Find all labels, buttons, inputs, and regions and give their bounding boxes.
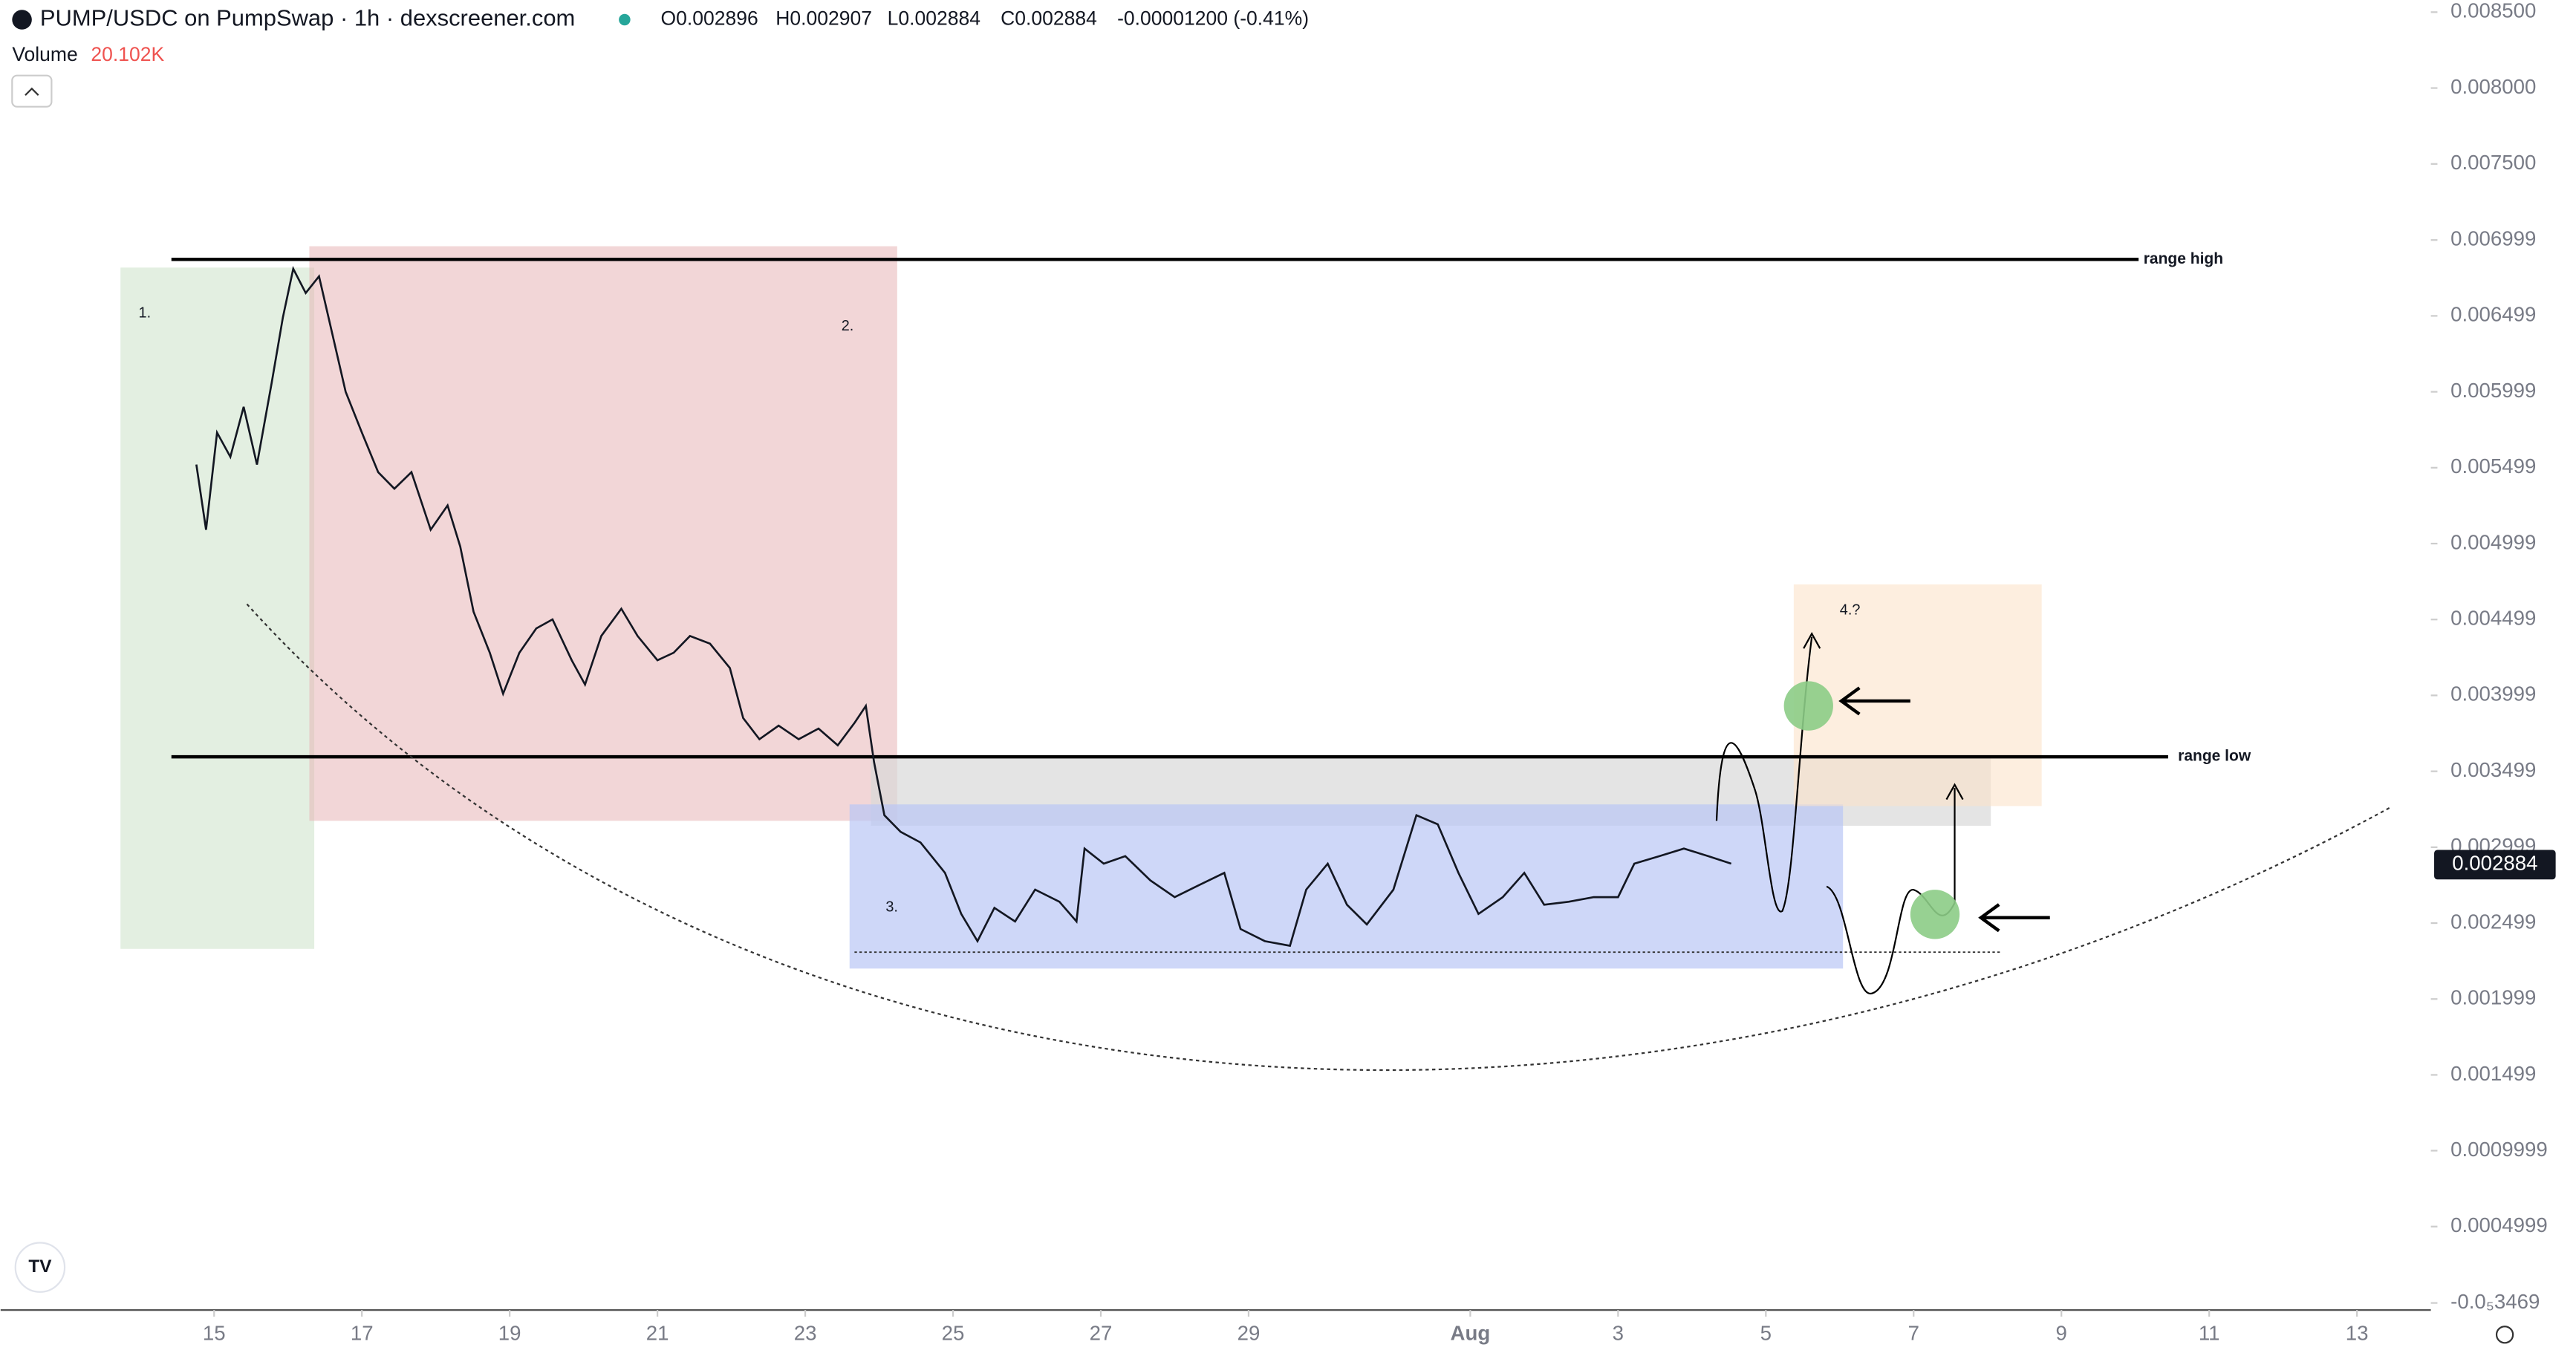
- y-tick-label: 0.005999: [2450, 379, 2536, 402]
- status-dot: [619, 13, 631, 26]
- y-tick-label: 0.0004999: [2450, 1213, 2548, 1236]
- price-tag-label: 0.002884: [2452, 852, 2537, 875]
- y-tick-label: 0.002499: [2450, 910, 2536, 933]
- arrow: [1838, 686, 1910, 716]
- projection: [1715, 636, 1813, 913]
- range-low-label: range low: [2178, 748, 2251, 765]
- volume-value: 20.102K: [91, 43, 164, 65]
- y-tick-label: 0.007500: [2450, 151, 2536, 174]
- price-line: [195, 265, 1732, 948]
- zone-orange: [1793, 584, 2042, 806]
- x-tick-label: 3: [1613, 1322, 1624, 1345]
- step-label: 4.?: [1840, 602, 1861, 619]
- range-high-label: range high: [2144, 250, 2223, 267]
- symbol-title: PUMP/USDC on PumpSwap · 1h · dexscreener…: [40, 5, 575, 31]
- ohlc-high: H0.002907: [775, 7, 872, 30]
- x-tick-label: 5: [1760, 1322, 1772, 1345]
- step-label: 3.: [885, 899, 898, 916]
- y-tick-label: 0.005499: [2450, 454, 2536, 477]
- tv-logo[interactable]: [14, 1242, 66, 1293]
- arrowhead: [1945, 783, 1964, 801]
- x-tick-label: 17: [351, 1322, 374, 1345]
- y-tick-label: 0.0009999: [2450, 1138, 2548, 1161]
- y-tick-label: 0.004999: [2450, 530, 2536, 553]
- entry-circle: [1910, 890, 1960, 939]
- x-tick-label: 29: [1237, 1322, 1261, 1345]
- y-tick-label: 0.003499: [2450, 758, 2536, 781]
- price-tag: [2434, 850, 2556, 880]
- x-tick-label: 7: [1908, 1322, 1919, 1345]
- x-tick-label: 9: [2056, 1322, 2067, 1345]
- x-tick-label: 25: [942, 1322, 965, 1345]
- x-tick-label: 21: [646, 1322, 669, 1345]
- arrowhead: [1803, 632, 1821, 649]
- y-tick-label: 0.008500: [2450, 0, 2536, 22]
- volume-label: Volume: [12, 43, 77, 65]
- y-tick-label: 0.006499: [2450, 303, 2536, 326]
- x-tick-label: Aug: [1451, 1322, 1491, 1345]
- x-tick-label: 23: [794, 1322, 817, 1345]
- x-tick-label: 19: [498, 1322, 521, 1345]
- x-tick-label: 13: [2346, 1322, 2369, 1345]
- ohlc-open: O0.002896: [661, 7, 758, 30]
- entry-circle: [1783, 681, 1833, 731]
- y-tick-label: 0.003999: [2450, 682, 2536, 705]
- y-tick-label: 0.008000: [2450, 75, 2536, 98]
- chevron: [25, 87, 39, 96]
- x-tick-label: 11: [2199, 1322, 2220, 1345]
- ohlc-close: C0.002884: [1001, 7, 1097, 30]
- collapse-button[interactable]: [11, 74, 53, 108]
- step-label: 1.: [139, 304, 152, 321]
- zone-green: [120, 267, 315, 949]
- x-tick-label: 15: [203, 1322, 226, 1345]
- y-tick-label: 0.001999: [2450, 986, 2536, 1009]
- arrow: [1978, 903, 2050, 933]
- zone-blue: [849, 804, 1844, 969]
- step-label: 2.: [842, 318, 854, 334]
- zone-red: [309, 246, 897, 821]
- y-tick-label: 0.004499: [2450, 607, 2536, 630]
- curve: [246, 603, 2390, 1072]
- x-tick-label: 27: [1090, 1322, 1113, 1345]
- logo: [12, 10, 32, 30]
- settings-icon[interactable]: [2495, 1326, 2514, 1344]
- y-tick-label: 0.001499: [2450, 1062, 2536, 1085]
- ohlc-change: -0.00001200 (-0.41%): [1117, 7, 1309, 30]
- ohlc-low: L0.002884: [888, 7, 980, 30]
- tv-logo-text: TV: [28, 1256, 52, 1277]
- y-tick-label: -0.0₅3469: [2450, 1290, 2540, 1313]
- y-tick-label: 0.006999: [2450, 226, 2536, 250]
